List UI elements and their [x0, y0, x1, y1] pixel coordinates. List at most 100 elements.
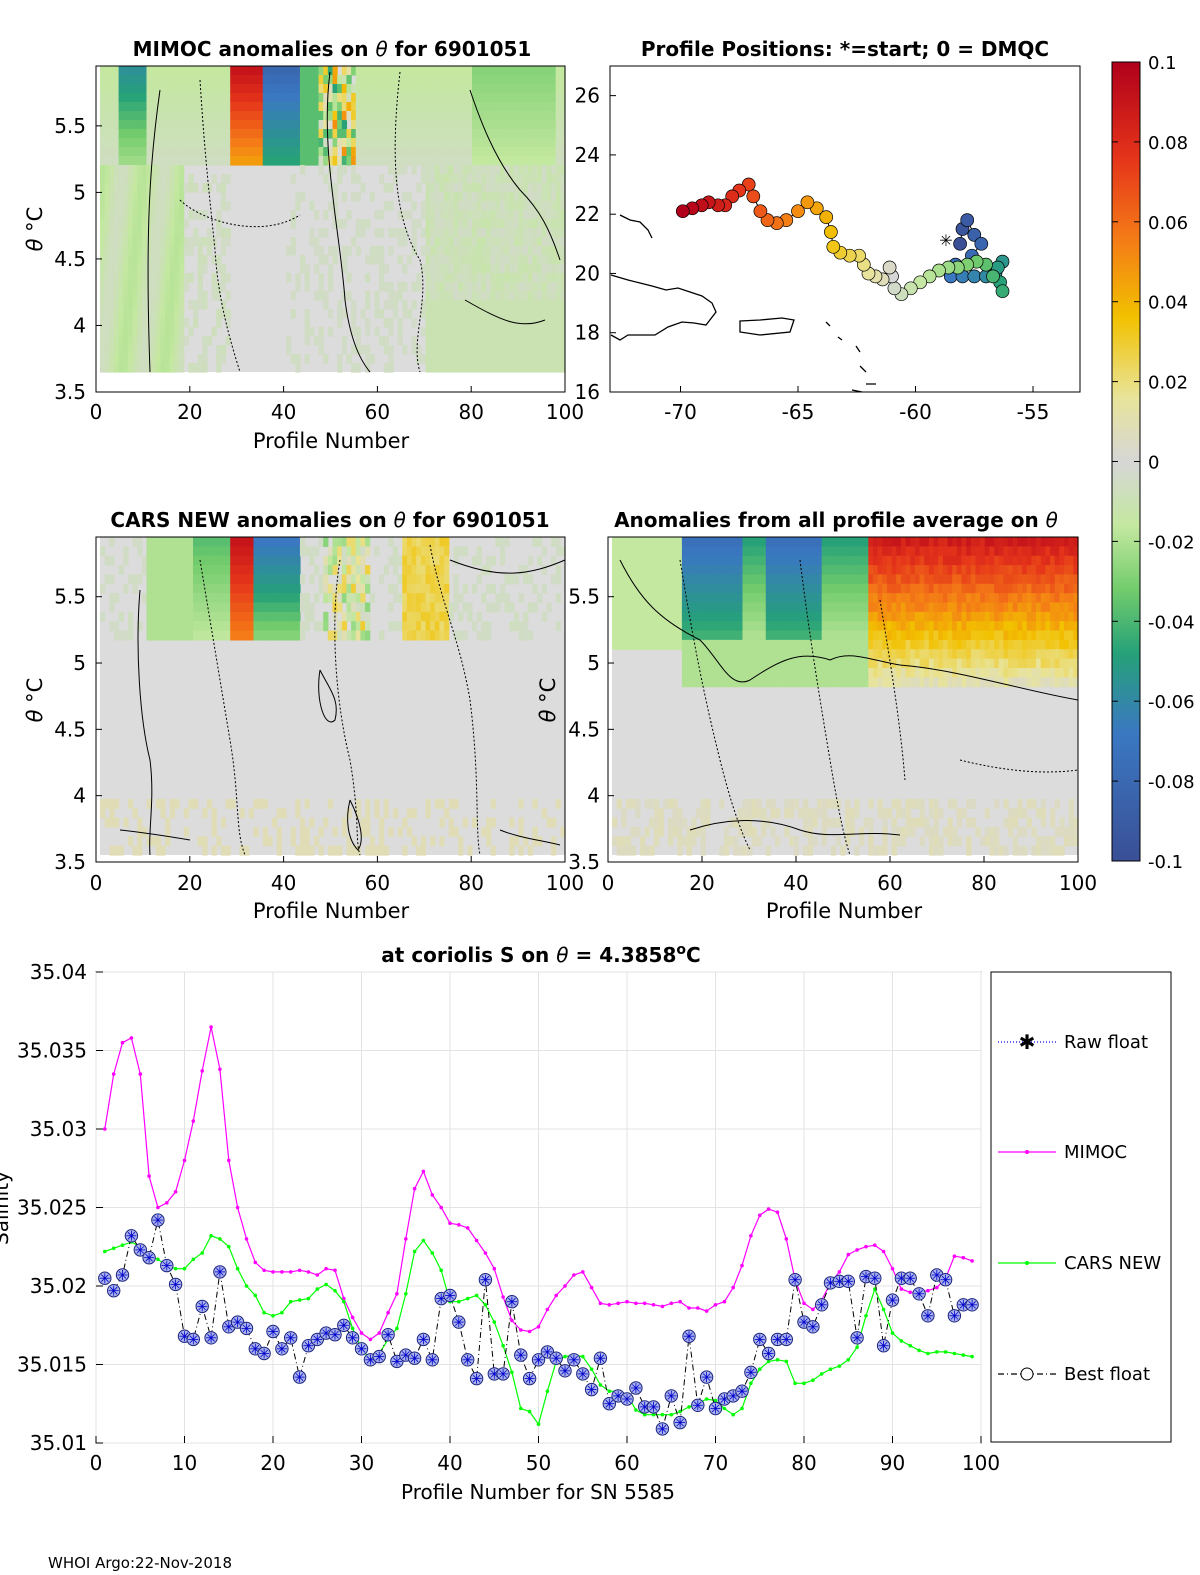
anomaly-cell — [532, 192, 538, 202]
anomaly-cell — [453, 327, 459, 337]
anomaly-cell — [793, 649, 799, 660]
anomaly-cell — [137, 354, 143, 364]
anomaly-cell — [211, 537, 217, 547]
anomaly-cell — [146, 147, 152, 157]
anomaly-cell — [239, 555, 245, 566]
cars-y-ticks: 5.554.543.5 — [54, 585, 102, 874]
anomaly-cell — [751, 621, 758, 632]
anomaly-cell — [462, 327, 468, 337]
anomaly-cell — [541, 291, 547, 301]
anomaly-cell — [928, 546, 935, 557]
anomaly-cell — [658, 611, 664, 622]
anomaly-cell — [691, 565, 697, 576]
anomaly-cell — [118, 255, 124, 265]
anomaly-cell — [467, 602, 473, 613]
anomaly-cell — [938, 574, 944, 585]
anomaly-cell — [691, 836, 697, 847]
anomaly-cell — [779, 658, 786, 669]
anomaly-cell — [425, 246, 431, 256]
anomaly-cell — [388, 93, 394, 103]
anomaly-cell — [840, 639, 846, 650]
anomaly-cell — [123, 66, 129, 76]
anomaly-cell — [448, 66, 454, 76]
anomaly-cell — [513, 66, 520, 76]
anomaly-cell — [360, 147, 366, 157]
anomaly-cell — [900, 639, 907, 650]
anomaly-cell — [541, 565, 547, 576]
anomaly-cell — [100, 147, 106, 157]
anomaly-cell — [849, 826, 855, 837]
anomaly-cell — [789, 798, 795, 809]
anomaly-cell — [299, 602, 306, 613]
anomaly-cell — [220, 102, 227, 112]
anomaly-cell — [351, 565, 357, 576]
anomaly-cell — [355, 602, 361, 613]
anomaly-cell — [402, 156, 408, 166]
anomaly-cell — [742, 677, 748, 688]
anomaly-cell — [402, 611, 408, 622]
anomaly-cell — [672, 630, 678, 641]
anomaly-cell — [938, 602, 944, 613]
anomaly-cell — [653, 826, 660, 837]
anomaly-cell — [649, 565, 655, 576]
anomaly-cell — [202, 291, 208, 301]
anomaly-cell — [499, 183, 506, 193]
anomaly-cell — [612, 574, 618, 585]
anomaly-cell — [551, 574, 557, 585]
anomaly-cell — [146, 66, 152, 76]
anomaly-cell — [537, 345, 543, 355]
anomaly-cell — [845, 817, 851, 828]
anomaly-cell — [667, 602, 674, 613]
anomaly-cell — [700, 658, 706, 669]
anomaly-cell — [234, 621, 241, 632]
anomaly-cell — [663, 602, 669, 613]
anomaly-cell — [499, 555, 506, 566]
anomaly-cell — [258, 75, 264, 85]
anomaly-cell — [248, 84, 255, 94]
anomaly-cell — [481, 147, 487, 157]
anomaly-cell — [444, 546, 450, 557]
anomaly-cell — [490, 327, 496, 337]
anomaly-cell — [127, 147, 134, 157]
anomaly-cell — [532, 210, 538, 220]
anomaly-cell — [803, 583, 809, 594]
anomaly-cell — [723, 565, 730, 576]
anomaly-cell — [100, 611, 106, 622]
anomaly-cell — [537, 273, 543, 283]
anomaly-cell — [747, 602, 753, 613]
anomaly-cell — [900, 836, 907, 847]
anomaly-cell — [123, 363, 129, 373]
anomaly-cell — [551, 255, 557, 265]
anomaly-cell — [803, 667, 809, 678]
anomaly-cell — [425, 309, 431, 319]
anomaly-cell — [202, 237, 208, 247]
anomaly-cell — [369, 354, 375, 364]
anomaly-cell — [532, 174, 538, 184]
anomaly-cell — [495, 192, 501, 202]
anomaly-cell — [155, 129, 162, 139]
anomaly-cell — [737, 658, 744, 669]
anomaly-cell — [165, 75, 171, 85]
anomaly-cell — [337, 845, 343, 856]
anomaly-cell — [244, 93, 250, 103]
anomaly-cell — [877, 546, 883, 557]
anomaly-cell — [877, 845, 883, 856]
anomaly-cell — [789, 565, 795, 576]
anomaly-cell — [733, 593, 739, 604]
anomaly-cell — [872, 630, 879, 641]
anomaly-cell — [681, 649, 688, 660]
anomaly-cell — [756, 593, 762, 604]
anomaly-cell — [234, 75, 241, 85]
anomaly-cell — [397, 327, 403, 337]
anomaly-cell — [714, 593, 720, 604]
anomaly-cell — [472, 66, 478, 76]
anomaly-cell — [155, 183, 162, 193]
anomaly-cell — [705, 546, 711, 557]
anomaly-cell — [490, 845, 496, 856]
anomaly-cell — [462, 210, 468, 220]
anomaly-cell — [714, 555, 720, 566]
y-tick-label: 16 — [575, 380, 600, 404]
anomaly-cell — [453, 336, 459, 346]
anomaly-cell — [118, 120, 124, 130]
anomaly-cell — [499, 219, 506, 229]
